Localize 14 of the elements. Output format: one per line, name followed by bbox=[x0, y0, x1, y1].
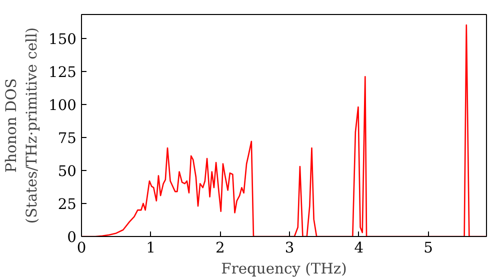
y-tick-label: 150 bbox=[48, 30, 77, 48]
x-tick-label: 5 bbox=[424, 240, 433, 256]
y-tick-label: 25 bbox=[58, 196, 77, 213]
y-tick-label: 125 bbox=[48, 64, 77, 81]
x-tick-label: 4 bbox=[354, 240, 364, 256]
y-tick-label: 75 bbox=[58, 130, 77, 147]
y-tick-label: 50 bbox=[58, 162, 77, 180]
x-axis-title: Frequency (THz) bbox=[221, 260, 347, 278]
x-tick-label: 1 bbox=[146, 240, 156, 256]
x-tick-label: 2 bbox=[216, 240, 225, 256]
y-tick-label: 0 bbox=[67, 229, 77, 246]
y-tick-label: 100 bbox=[48, 96, 77, 114]
y-axis-title: Phonon DOS (States/THz·primitive cell) bbox=[3, 27, 41, 224]
x-tick-label: 3 bbox=[284, 240, 294, 256]
